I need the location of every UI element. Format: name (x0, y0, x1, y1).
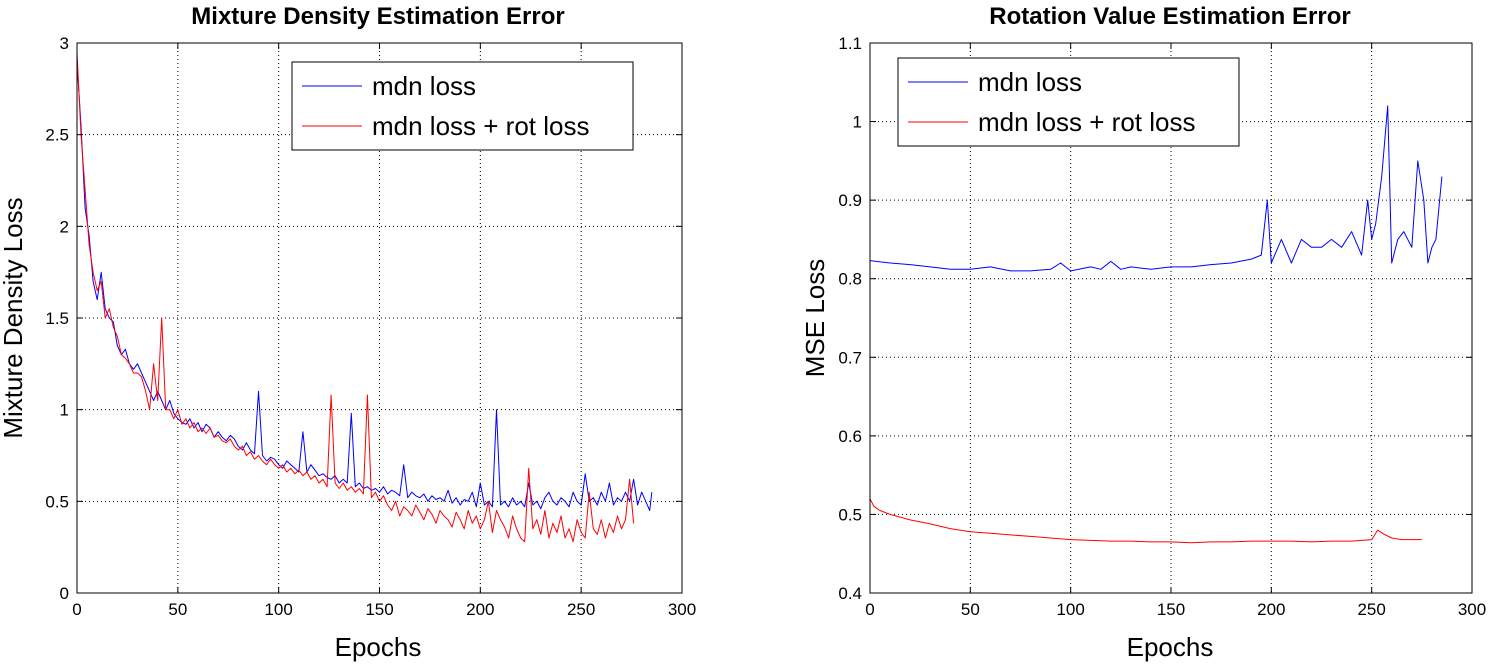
left-x-tick-label: 50 (168, 600, 187, 619)
right-x-tick-label: 100 (1056, 600, 1084, 619)
right-y-tick-label: 0.9 (838, 191, 862, 210)
right-x-tick-label: 50 (961, 600, 980, 619)
right-series-line-mdn-rot-loss (869, 498, 1422, 544)
right-y-tick-label: 0.6 (838, 427, 862, 446)
left-series-line-mdn-rot-loss (76, 52, 635, 543)
left-chart-title: Mixture Density Estimation Error (191, 3, 564, 30)
left-chart-panel: 0 50 100 150 200 250 300 0 0.5 1 1.5 2 2.5 3 Mixture … (0, 3, 696, 662)
right-y-tick-label: 0.4 (838, 584, 862, 603)
right-series-lines (869, 105, 1443, 544)
left-legend: mdn loss mdn loss + rot loss (291, 61, 634, 151)
left-legend-label-mdn-rot-loss: mdn loss + rot loss (372, 111, 589, 141)
right-y-axis-label: MSE Loss (800, 259, 830, 378)
right-ticks: 0 50 100 150 200 250 300 0.4 0.5 0.6 0.7 0.8 0.9 1 1.1 (838, 34, 1486, 619)
left-y-tick-label: 0 (60, 584, 69, 603)
right-y-tick-label: 0.5 (838, 505, 862, 524)
right-y-tick-label: 1 (853, 113, 862, 132)
left-y-axis-label: Mixture Density Loss (0, 197, 28, 438)
right-chart-panel: 0 50 100 150 200 250 300 0.4 0.5 0.6 0.7 0.8 0.9 1 1.1… (800, 3, 1486, 662)
right-legend: mdn loss mdn loss + rot loss (897, 57, 1240, 147)
left-series-line-mdn-loss (76, 61, 653, 511)
right-legend-label-mdn-rot-loss: mdn loss + rot loss (978, 107, 1195, 137)
left-x-tick-label: 250 (567, 600, 595, 619)
left-y-tick-label: 2 (60, 217, 69, 236)
left-y-tick-label: 1 (60, 401, 69, 420)
right-grid (870, 43, 1472, 593)
right-chart-title: Rotation Value Estimation Error (989, 3, 1350, 30)
right-legend-box (897, 57, 1240, 147)
left-ticks: 0 50 100 150 200 250 300 0 0.5 1 1.5 2 2.5 3 (45, 34, 696, 619)
right-x-tick-label: 250 (1357, 600, 1385, 619)
right-x-tick-label: 200 (1257, 600, 1285, 619)
left-x-tick-label: 0 (72, 600, 81, 619)
right-legend-label-mdn-loss: mdn loss (978, 67, 1082, 97)
left-y-tick-label: 0.5 (45, 492, 69, 511)
right-y-tick-label: 0.7 (838, 348, 862, 367)
left-x-tick-label: 100 (264, 600, 292, 619)
left-x-axis-label: Epochs (335, 632, 422, 662)
right-x-tick-label: 0 (865, 600, 874, 619)
left-series-lines (76, 52, 653, 543)
right-x-tick-label: 300 (1458, 600, 1486, 619)
left-legend-label-mdn-loss: mdn loss (372, 71, 476, 101)
left-y-tick-label: 3 (60, 34, 69, 53)
right-y-tick-label: 0.8 (838, 270, 862, 289)
left-x-tick-label: 200 (466, 600, 494, 619)
right-x-axis-label: Epochs (1127, 632, 1214, 662)
right-x-tick-label: 150 (1157, 600, 1185, 619)
left-y-tick-label: 1.5 (45, 309, 69, 328)
left-legend-box (291, 61, 634, 151)
left-x-tick-label: 300 (668, 600, 696, 619)
right-y-tick-label: 1.1 (838, 34, 862, 53)
right-series-line-mdn-loss (869, 105, 1443, 272)
left-x-tick-label: 150 (365, 600, 393, 619)
left-y-tick-label: 2.5 (45, 126, 69, 145)
